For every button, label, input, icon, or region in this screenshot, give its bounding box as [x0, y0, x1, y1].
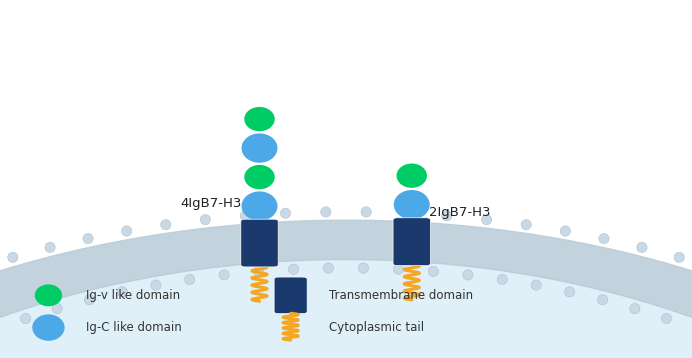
Ellipse shape [401, 208, 412, 218]
Ellipse shape [84, 295, 95, 305]
Ellipse shape [320, 207, 331, 217]
Text: Cytoplasmic tail: Cytoplasmic tail [329, 321, 424, 334]
FancyBboxPatch shape [274, 277, 307, 314]
Ellipse shape [289, 264, 299, 274]
Text: 4IgB7-H3: 4IgB7-H3 [180, 197, 242, 210]
Ellipse shape [219, 270, 229, 280]
Ellipse shape [240, 211, 251, 221]
Ellipse shape [83, 233, 93, 244]
Ellipse shape [630, 304, 640, 314]
Ellipse shape [33, 314, 64, 341]
Ellipse shape [565, 287, 575, 297]
Ellipse shape [521, 219, 531, 230]
Ellipse shape [117, 287, 127, 297]
FancyBboxPatch shape [241, 219, 278, 267]
Ellipse shape [441, 211, 452, 221]
Ellipse shape [242, 134, 277, 163]
Ellipse shape [323, 263, 334, 273]
Ellipse shape [35, 284, 62, 306]
Ellipse shape [185, 274, 195, 285]
Ellipse shape [497, 274, 507, 285]
Ellipse shape [200, 214, 210, 225]
Ellipse shape [8, 252, 18, 262]
Ellipse shape [428, 266, 439, 277]
Text: Ig-v like domain: Ig-v like domain [86, 289, 181, 302]
FancyBboxPatch shape [393, 218, 430, 266]
Ellipse shape [244, 107, 275, 131]
Ellipse shape [597, 295, 608, 305]
Ellipse shape [561, 226, 570, 236]
Ellipse shape [151, 280, 161, 290]
Ellipse shape [280, 208, 291, 218]
Ellipse shape [242, 192, 277, 221]
Ellipse shape [361, 207, 372, 217]
Text: Transmembrane domain: Transmembrane domain [329, 289, 473, 302]
Ellipse shape [358, 263, 369, 273]
Text: 2IgB7-H3: 2IgB7-H3 [429, 205, 491, 219]
Ellipse shape [482, 214, 492, 225]
Ellipse shape [463, 270, 473, 280]
Ellipse shape [599, 233, 609, 244]
Ellipse shape [397, 164, 427, 188]
Ellipse shape [394, 190, 430, 219]
Ellipse shape [161, 219, 171, 230]
Ellipse shape [674, 252, 684, 262]
Ellipse shape [253, 266, 264, 277]
Ellipse shape [637, 242, 647, 252]
Ellipse shape [122, 226, 131, 236]
Text: Ig-C like domain: Ig-C like domain [86, 321, 182, 334]
Polygon shape [0, 220, 692, 358]
Polygon shape [0, 260, 692, 358]
Polygon shape [0, 267, 692, 358]
Ellipse shape [531, 280, 541, 290]
Ellipse shape [52, 304, 62, 314]
Ellipse shape [393, 264, 403, 274]
Ellipse shape [244, 165, 275, 189]
Ellipse shape [45, 242, 55, 252]
Ellipse shape [20, 313, 30, 324]
Ellipse shape [662, 313, 672, 324]
